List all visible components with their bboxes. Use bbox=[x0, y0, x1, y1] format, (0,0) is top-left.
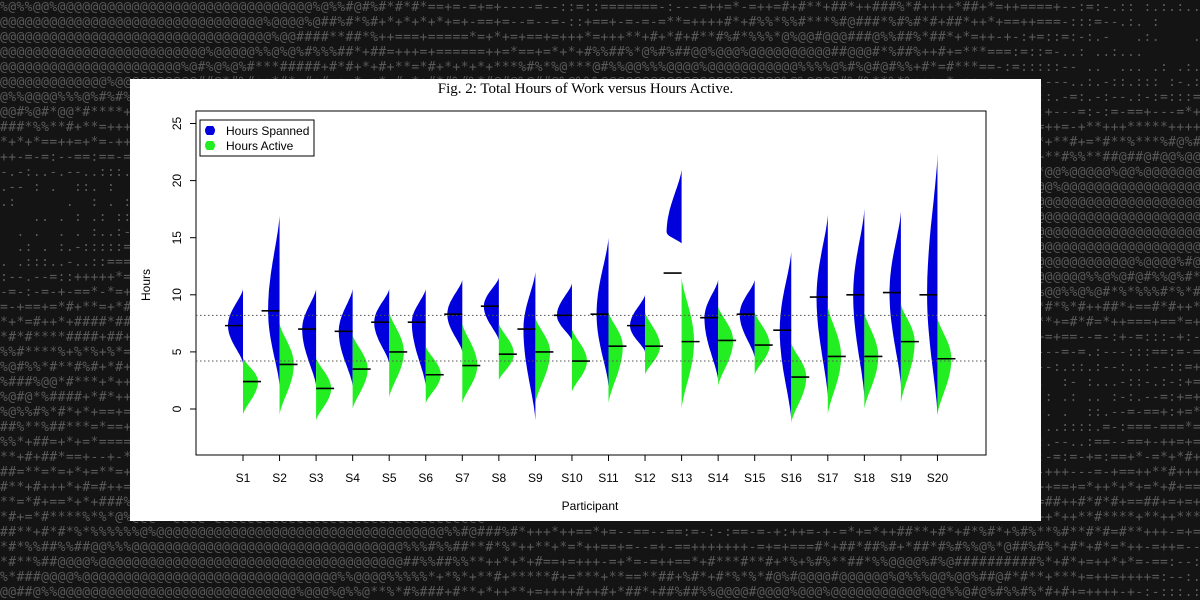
x-tick-label-s18: S18 bbox=[854, 471, 876, 485]
plot-frame bbox=[195, 110, 987, 456]
x-tick-label-s20: S20 bbox=[927, 471, 949, 485]
violin-hours-active-s16 bbox=[791, 342, 807, 423]
legend-swatch-hours-active bbox=[205, 141, 215, 150]
violin-hours-spanned-s4 bbox=[338, 289, 353, 387]
x-tick-label-s4: S4 bbox=[345, 471, 360, 485]
violin-hours-spanned-s17 bbox=[816, 214, 828, 398]
violin-hours-active-s11 bbox=[608, 311, 623, 404]
figure-title: Fig. 2: Total Hours of Work versus Hours… bbox=[437, 81, 734, 97]
y-tick-label-15: 15 bbox=[170, 231, 184, 245]
x-tick-label-s3: S3 bbox=[309, 471, 324, 485]
x-tick-label-s17: S17 bbox=[817, 471, 839, 485]
violin-hours-spanned-s5 bbox=[374, 289, 390, 364]
violin-hours-active-s8 bbox=[498, 323, 514, 381]
violin-hours-active-s17 bbox=[827, 306, 842, 415]
violin-hours-active-s2 bbox=[279, 323, 294, 415]
violin-hours-active-s4 bbox=[352, 334, 368, 409]
x-tick-label-s11: S11 bbox=[598, 471, 619, 485]
x-tick-label-s2: S2 bbox=[272, 471, 287, 485]
violin-chart: S1 S2 S3 S4 S5 S6 S7 S8 S9 S10 S11 S12 S13 S14 S15 S16 S… bbox=[139, 110, 987, 513]
x-tick-label-s9: S9 bbox=[528, 471, 543, 485]
y-tick-label-0: 0 bbox=[170, 405, 184, 412]
x-tick-label-s10: S10 bbox=[561, 471, 583, 485]
violin-hours-active-s18 bbox=[864, 311, 879, 409]
violin-hours-active-s9 bbox=[535, 317, 550, 404]
violin-hours-active-s14 bbox=[718, 306, 734, 387]
x-tick-label-s7: S7 bbox=[455, 471, 470, 485]
violin-hours-active-s1 bbox=[243, 357, 258, 415]
violin-hours-spanned-s14 bbox=[704, 280, 719, 381]
violin-hours-active-s15 bbox=[754, 311, 770, 375]
y-tick-label-10: 10 bbox=[170, 288, 184, 302]
legend-label-hours-active: Hours Active bbox=[226, 139, 294, 153]
y-axis-label: Hours bbox=[139, 269, 153, 301]
violin-hours-active-s19 bbox=[900, 303, 915, 404]
y-tick-label-25: 25 bbox=[170, 117, 184, 131]
legend-box bbox=[199, 119, 315, 157]
legend-label-hours-spanned: Hours Spanned bbox=[226, 124, 309, 138]
violin-hours-active-s7 bbox=[462, 323, 478, 404]
violin-hours-spanned-s19 bbox=[889, 211, 901, 387]
violin-hours-active-s13 bbox=[681, 277, 694, 409]
y-tick-label-5: 5 bbox=[170, 348, 184, 355]
violin-hours-spanned-s10 bbox=[557, 283, 572, 341]
x-tick-label-s19: S19 bbox=[890, 471, 912, 485]
violin-hours-spanned-s16 bbox=[779, 251, 792, 421]
violin-hours-spanned-s15 bbox=[739, 280, 755, 358]
x-axis-label: Participant bbox=[562, 499, 619, 513]
violin-hours-active-s20 bbox=[937, 317, 952, 415]
violin-hours-spanned-s11 bbox=[596, 237, 609, 387]
violin-hours-spanned-s13 bbox=[666, 169, 682, 244]
y-tick-label-20: 20 bbox=[170, 174, 184, 188]
x-tick-label-s5: S5 bbox=[382, 471, 397, 485]
violin-hours-spanned-s3 bbox=[302, 289, 317, 387]
x-tick-label-s6: S6 bbox=[418, 471, 433, 485]
violin-hours-spanned-s9 bbox=[523, 272, 536, 421]
violin-hours-spanned-s8 bbox=[483, 277, 499, 341]
violin-hours-active-s12 bbox=[645, 311, 660, 375]
x-tick-label-s13: S13 bbox=[671, 471, 693, 485]
x-tick-label-s16: S16 bbox=[781, 471, 803, 485]
x-tick-label-s14: S14 bbox=[707, 471, 729, 485]
violin-hours-spanned-s7 bbox=[447, 280, 463, 352]
violin-hours-spanned-s2 bbox=[268, 214, 280, 387]
x-tick-label-s1: S1 bbox=[236, 471, 251, 485]
chart-legend: Hours Spanned Hours Active bbox=[199, 119, 315, 157]
x-tick-label-s15: S15 bbox=[744, 471, 766, 485]
x-tick-label-s8: S8 bbox=[492, 471, 507, 485]
violin-hours-spanned-s18 bbox=[853, 209, 865, 398]
violin-hours-spanned-s6 bbox=[411, 289, 426, 387]
violin-hours-spanned-s20 bbox=[927, 154, 938, 415]
legend-swatch-hours-spanned bbox=[205, 126, 215, 135]
violin-hours-active-s5 bbox=[389, 311, 404, 398]
x-tick-label-s12: S12 bbox=[634, 471, 656, 485]
figure-card: Fig. 2: Total Hours of Work versus Hours… bbox=[130, 79, 1041, 521]
violin-hours-spanned-s12 bbox=[630, 294, 646, 352]
